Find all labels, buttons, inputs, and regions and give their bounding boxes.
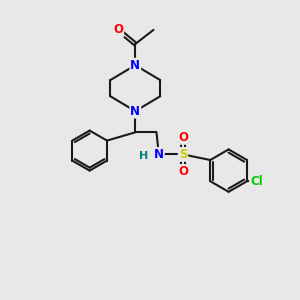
- Text: N: N: [154, 148, 164, 161]
- Text: O: O: [178, 131, 188, 144]
- Text: S: S: [179, 148, 187, 161]
- Text: O: O: [113, 23, 123, 36]
- Text: O: O: [178, 165, 188, 178]
- Text: N: N: [130, 105, 140, 118]
- Text: H: H: [139, 151, 148, 161]
- Text: N: N: [130, 59, 140, 72]
- Text: Cl: Cl: [250, 175, 263, 188]
